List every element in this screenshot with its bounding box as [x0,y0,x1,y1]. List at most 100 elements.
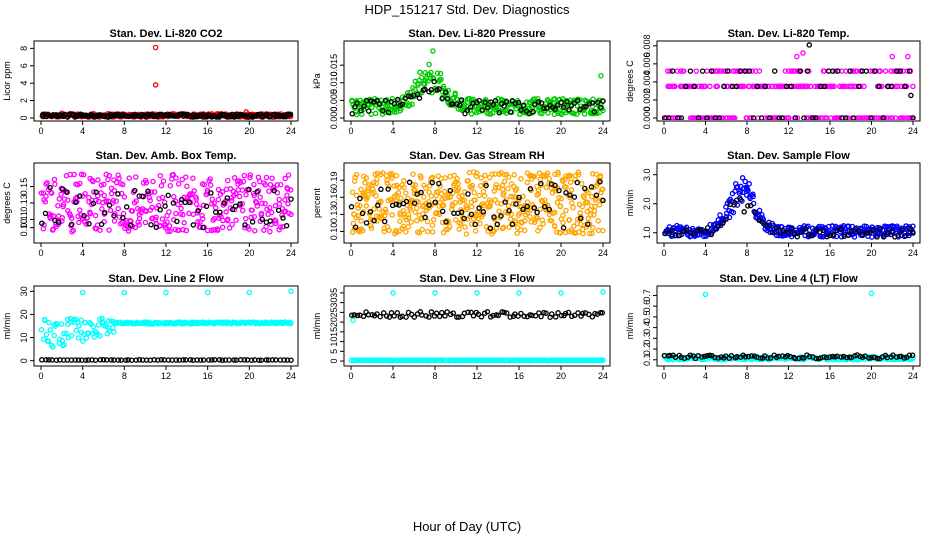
data-point-primary [560,212,566,219]
data-point-primary [83,221,90,227]
data-point-primary [373,180,380,187]
x-tick-label: 0 [661,248,666,258]
data-point-primary [429,174,436,181]
data-point-black [748,353,755,359]
data-point-primary [249,207,255,213]
data-point-primary [78,171,85,178]
x-tick-label: 20 [866,371,876,381]
data-point-primary [585,215,591,222]
data-point-black [578,215,584,222]
data-point-primary [702,291,709,298]
data-point-black [872,68,878,74]
data-point-black [365,108,372,114]
data-point-primary [423,207,429,214]
data-point-primary [858,115,864,120]
data-point-primary [474,170,480,176]
data-point-primary [521,227,528,234]
data-point-primary [750,193,756,200]
data-point-black [419,312,425,318]
data-point-black [541,105,547,112]
data-point-primary [501,178,508,185]
data-point-black [733,83,740,90]
x-tick-label: 24 [286,371,296,381]
data-point-black [490,101,496,108]
data-point-black [564,99,570,105]
data-point-primary [693,68,700,74]
data-point-black [153,224,159,231]
data-point-black [548,311,555,317]
data-point-primary [246,289,253,296]
data-point-primary [262,182,269,188]
data-point-black [377,313,383,320]
y-tick-label: 4 [19,81,29,86]
data-point-primary [416,230,423,236]
x-tick-label: 12 [161,248,171,258]
data-point-primary [255,174,262,181]
data-point-black [273,357,279,363]
data-point-black [758,115,765,120]
data-point-primary [236,193,243,200]
data-point-black [737,196,744,203]
data-point-primary [417,69,423,76]
data-point-primary [87,210,94,217]
data-point-black [754,83,761,90]
data-point-primary [64,321,71,328]
data-point-primary [373,213,380,219]
data-point-primary [78,317,84,323]
data-point-black [454,314,460,320]
data-point-black [565,309,572,316]
x-tick-label: 4 [80,248,85,258]
data-point-primary [52,181,58,187]
data-point-black [501,103,507,109]
data-point-primary [490,110,496,116]
data-point-black [552,106,558,113]
data-point-primary [440,202,447,209]
data-point-primary [143,180,150,186]
data-point-primary [822,115,828,120]
x-tick-label: 4 [703,126,708,136]
data-point-primary [105,318,112,324]
x-tick-label: 16 [514,126,524,136]
data-point-primary [43,331,50,338]
data-point-primary [60,330,67,337]
x-tick-label: 16 [203,248,213,258]
data-point-black [482,99,488,106]
data-point-primary [173,210,179,217]
x-tick-label: 24 [598,371,608,381]
points-ambtemp [38,171,294,235]
data-point-primary [535,187,542,194]
data-point-primary [183,174,189,180]
data-point-black [694,227,701,233]
data-point-primary [121,289,128,296]
data-point-primary [558,195,564,202]
data-point-black [468,211,475,218]
data-point-black [275,207,282,214]
data-point-black [447,187,454,194]
x-tick-label: 12 [472,126,482,136]
data-point-primary [349,189,356,195]
data-point-primary [197,219,203,225]
data-point-primary [108,190,115,197]
data-point-black [715,223,722,229]
data-point-black [876,83,882,90]
data-point-primary [850,68,857,74]
data-point-black [103,357,110,363]
data-point-black [910,230,916,236]
y-axis-label: ml/min [312,313,322,340]
data-point-primary [439,196,445,203]
data-point-primary [412,182,419,188]
data-point-primary [842,83,848,90]
data-point-primary [383,209,389,215]
data-point-black [363,220,370,226]
data-point-black [242,222,248,228]
data-point-black [439,95,445,102]
data-point-black [780,227,786,234]
data-point-black [82,357,89,363]
data-point-primary [268,209,275,216]
data-point-primary [910,83,916,90]
data-point-black [555,310,561,316]
data-point-primary [395,190,402,196]
y-tick-label: 5 [329,349,339,354]
data-point-primary [544,170,551,177]
